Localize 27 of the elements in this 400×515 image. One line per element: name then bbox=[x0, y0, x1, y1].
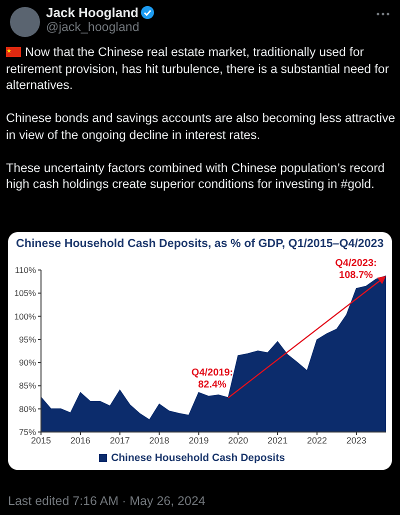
annotation: Q4/2019: 82.4% bbox=[191, 368, 234, 391]
x-tick-label: 2022 bbox=[306, 435, 328, 446]
text: Last edited 7:16 AM · May 26, 2024 bbox=[8, 494, 206, 508]
text: Jack Hoogland bbox=[46, 5, 138, 20]
x-tick-label: 2019 bbox=[188, 435, 209, 446]
text: Now that the Chinese real estate market, traditionally used for retirement provision, has hit turbulence, there is a substantial need for alternatives. bbox=[6, 44, 390, 94]
x-tick-label: 2017 bbox=[110, 435, 130, 446]
y-tick-label: 110% bbox=[14, 265, 36, 276]
x-tick-label: 2018 bbox=[149, 435, 170, 446]
x-tick-label: 2021 bbox=[268, 435, 288, 446]
annotation: Q4/2023: 108.7% bbox=[335, 258, 377, 282]
y-tick-label: 95% bbox=[18, 334, 36, 344]
x-tick-label: 2015 bbox=[30, 435, 52, 446]
y-tick-label: 105% bbox=[14, 288, 36, 298]
y-tick-label: 100% bbox=[14, 311, 36, 322]
y-tick-label: 90% bbox=[18, 358, 36, 368]
text: @jack_hoogland bbox=[46, 20, 140, 34]
x-tick-label: 2023 bbox=[346, 435, 366, 446]
x-tick-label: 2016 bbox=[70, 435, 90, 446]
y-tick-label: 85% bbox=[18, 380, 36, 391]
text: Chinese bonds and savings accounts are also becoming less attractive in view of the ongoing decline in interest rates. bbox=[6, 110, 396, 143]
text: These uncertainty factors combined with Chinese population’s record high cash holdings create superior conditions for investing in #gold. bbox=[6, 160, 386, 192]
y-tick-label: 80% bbox=[18, 404, 36, 414]
chart-title: Chinese Household Cash Deposits, as % of GDP, Q1/2015–Q4/2023 bbox=[16, 237, 384, 250]
y-tick-label: 75% bbox=[18, 427, 36, 438]
x-tick-label: 2020 bbox=[228, 435, 248, 446]
legend-label: Chinese Household Cash Deposits bbox=[111, 452, 285, 464]
